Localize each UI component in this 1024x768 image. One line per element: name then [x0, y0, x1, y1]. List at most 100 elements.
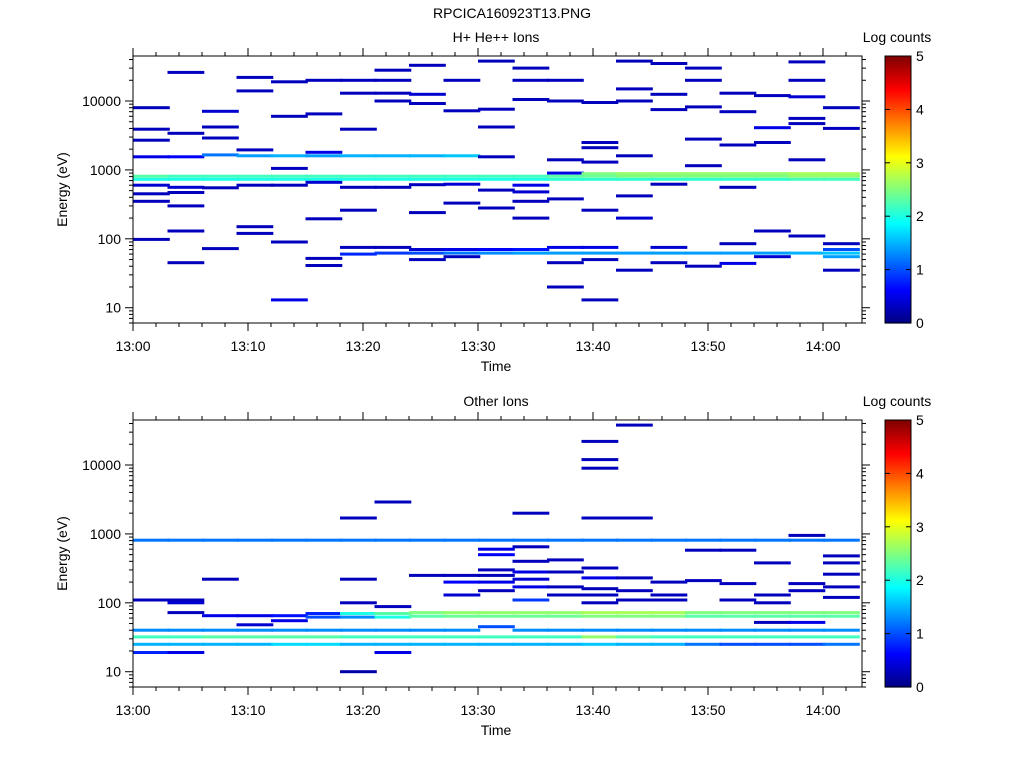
colorbar-swatch — [885, 157, 911, 161]
heatmap-cell — [616, 216, 653, 220]
x-tick-label: 13:40 — [575, 702, 610, 718]
heatmap-cell — [133, 628, 170, 632]
colorbar-swatch — [885, 545, 911, 549]
heatmap-cell — [478, 155, 515, 159]
colorbar-swatch — [885, 144, 911, 148]
heatmap-cell — [685, 177, 722, 181]
colorbar-swatch — [885, 93, 911, 97]
heatmap-cell — [547, 158, 584, 162]
heatmap-cell — [374, 642, 412, 646]
colorbar-swatch — [885, 510, 911, 515]
heatmap-cell — [236, 183, 274, 187]
colorbar-swatch — [885, 508, 911, 512]
colorbar-swatch — [885, 282, 911, 287]
colorbar-swatch — [885, 486, 911, 491]
heatmap-cell — [512, 174, 550, 178]
colorbar-swatch — [885, 484, 911, 488]
heatmap-cell — [409, 92, 446, 96]
heatmap-cell — [167, 598, 205, 602]
heatmap-cell — [788, 538, 826, 542]
heatmap-cell — [202, 247, 239, 251]
colorbar-swatch — [885, 184, 911, 188]
colorbar-swatch — [885, 309, 911, 313]
heatmap-cell — [754, 126, 791, 130]
colorbar-swatch — [885, 165, 911, 169]
colorbar-swatch — [885, 226, 911, 231]
heatmap-cell — [512, 635, 550, 639]
colorbar-swatch — [885, 218, 911, 223]
heatmap-cell — [340, 642, 377, 646]
heatmap-cell — [823, 561, 860, 565]
heatmap-cell — [512, 511, 550, 515]
heatmap-cell — [271, 635, 308, 639]
heatmap-cell — [788, 177, 826, 181]
heatmap-cell — [616, 614, 653, 618]
colorbar-swatch — [885, 106, 911, 110]
heatmap-cell — [409, 183, 446, 187]
heatmap-cell — [374, 154, 412, 158]
heatmap-cell — [340, 185, 377, 189]
heatmap-cell — [271, 619, 308, 623]
colorbar-swatch — [885, 253, 911, 257]
heatmap-cell — [340, 670, 377, 674]
colorbar-swatch — [885, 566, 911, 571]
colorbar-swatch — [885, 676, 911, 680]
colorbar-swatch — [885, 274, 911, 279]
heatmap-cell — [547, 99, 584, 103]
heatmap-cell — [616, 538, 653, 542]
colorbar-swatch — [885, 590, 911, 595]
heatmap-cell — [547, 78, 584, 82]
colorbar-swatch — [885, 524, 911, 528]
colorbar-swatch — [885, 168, 911, 172]
heatmap-cell — [650, 92, 688, 96]
heatmap-cell — [340, 628, 377, 632]
heatmap-cell — [512, 570, 550, 574]
colorbar-swatch — [885, 234, 911, 239]
colorbar-swatch — [885, 296, 911, 300]
colorbar-swatch — [885, 489, 911, 493]
colorbar-swatch — [885, 476, 911, 480]
colorbar-swatch — [885, 96, 911, 100]
y-tick-label: 100 — [98, 231, 122, 247]
heatmap-cell — [305, 154, 343, 158]
colorbar-swatch — [885, 582, 911, 587]
colorbar-swatch — [885, 588, 911, 592]
x-tick-label: 13:20 — [345, 702, 380, 718]
heatmap-cell — [823, 595, 860, 599]
heatmap-cell — [788, 122, 826, 126]
heatmap-cell — [374, 615, 412, 619]
heatmap-cell — [202, 642, 239, 646]
heatmap-cell — [650, 174, 688, 178]
colorbar-swatch — [885, 216, 911, 220]
heatmap-cell — [236, 614, 274, 618]
heatmap-cell — [581, 146, 619, 150]
heatmap-cell — [409, 248, 446, 251]
heatmap-cell — [512, 628, 550, 632]
heatmap-cell — [271, 240, 308, 244]
y-tick-label: 10 — [105, 664, 121, 680]
colorbar-swatch — [885, 561, 911, 565]
colorbar-swatch — [885, 625, 911, 629]
colorbar-swatch — [885, 200, 911, 204]
heatmap-cell — [616, 628, 653, 632]
colorbar-swatch — [885, 654, 911, 659]
heatmap-cell — [236, 623, 274, 627]
heatmap-cell — [443, 538, 481, 542]
colorbar-swatch — [885, 684, 911, 688]
colorbar-swatch — [885, 120, 911, 124]
colorbar-swatch — [885, 104, 911, 108]
heatmap-cell — [512, 538, 550, 542]
colorbar-swatch — [885, 162, 911, 167]
heatmap-cell — [409, 611, 446, 615]
heatmap-cell — [581, 208, 619, 212]
heatmap-cell — [133, 642, 170, 646]
heatmap-cell — [512, 598, 550, 602]
colorbar-swatch — [885, 98, 911, 102]
colorbar-swatch — [885, 641, 911, 645]
heatmap-cell — [547, 628, 584, 632]
colorbar-swatch — [885, 494, 911, 499]
heatmap-cell — [581, 538, 619, 542]
heatmap-cell — [443, 177, 481, 181]
heatmap-cell — [754, 174, 791, 178]
colorbar-swatch — [885, 141, 911, 145]
